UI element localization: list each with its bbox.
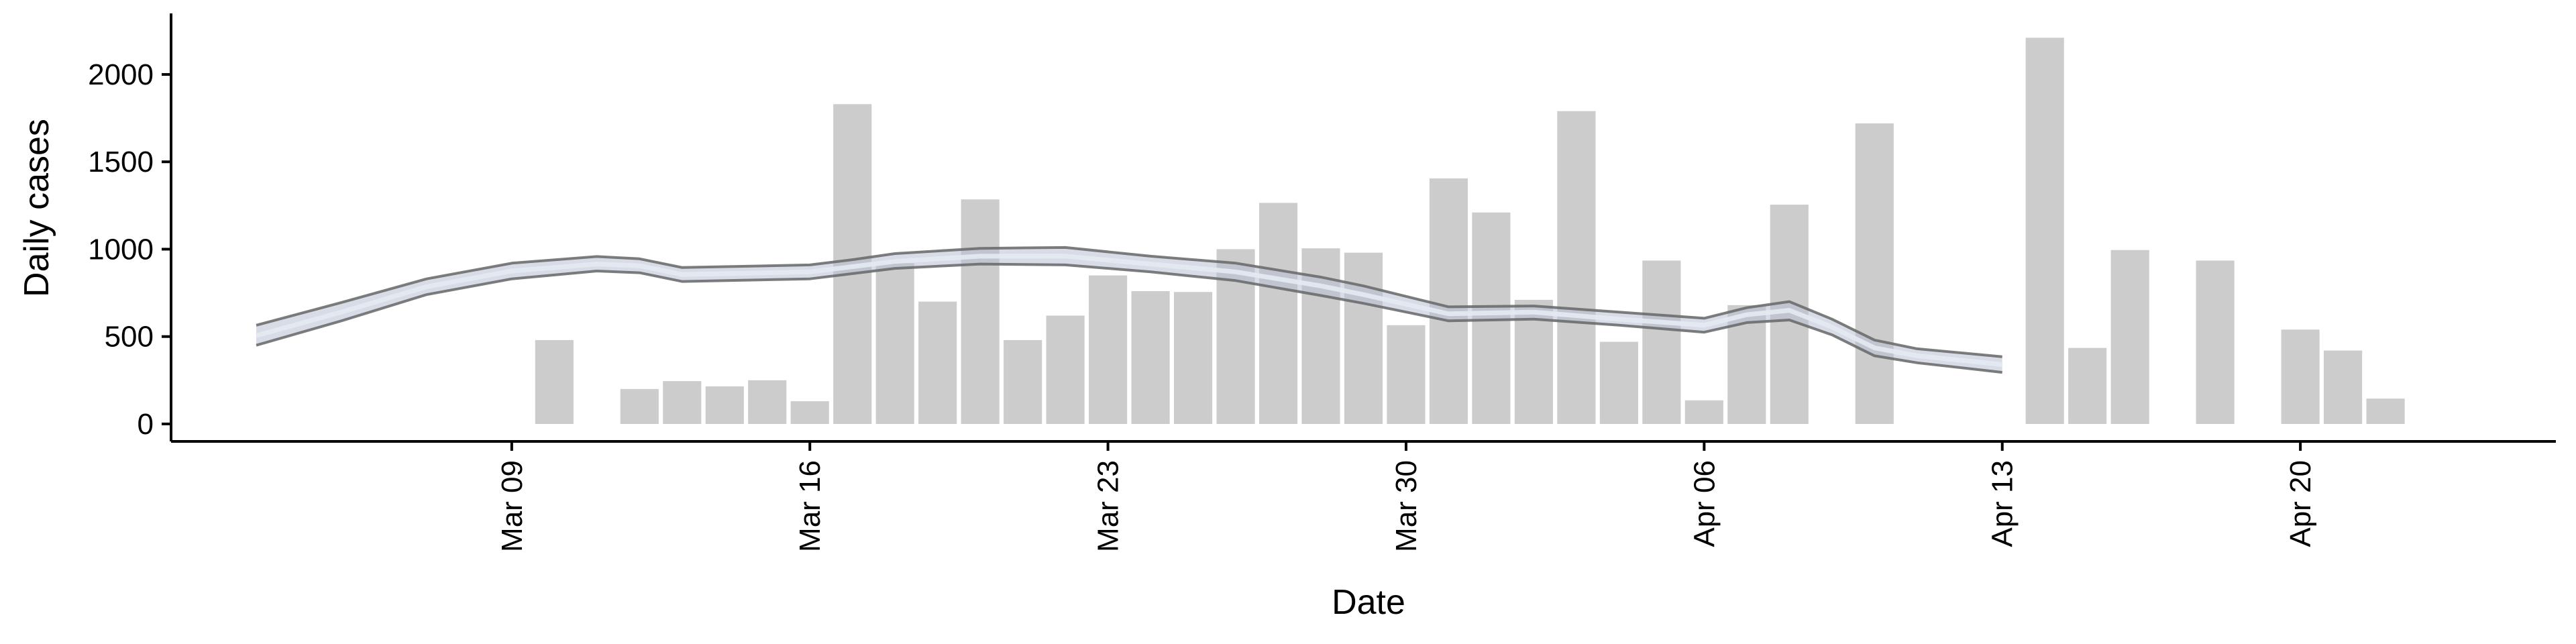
bar — [1258, 203, 1298, 424]
bar — [875, 263, 914, 424]
bar — [748, 380, 787, 424]
x-tick-label: Mar 23 — [1092, 460, 1125, 552]
axes: 0 500 1000 1500 2000 Mar 09 Mar 16 Mar 23 Mar 30… — [88, 13, 2556, 552]
x-tick-label: Mar 09 — [496, 460, 529, 552]
y-tick-label: 0 — [138, 408, 154, 441]
bar — [705, 386, 744, 424]
band-lower-line — [256, 262, 2002, 374]
y-axis-title: Daily cases — [17, 119, 56, 297]
x-tick-label: Apr 20 — [2284, 460, 2317, 547]
bar — [2324, 350, 2363, 424]
bar — [1004, 339, 1042, 424]
band-fill — [256, 247, 2002, 373]
bar — [1684, 400, 1723, 424]
bar — [1557, 111, 1596, 424]
bar — [2025, 38, 2064, 424]
bar — [663, 381, 702, 424]
bar — [620, 388, 659, 424]
bar — [1344, 252, 1383, 424]
bar — [1642, 260, 1681, 424]
bar — [2196, 260, 2235, 424]
bar — [918, 301, 957, 424]
bar — [1429, 178, 1468, 424]
y-tick-label: 500 — [105, 321, 154, 354]
band-upper-line — [256, 246, 2002, 358]
bar — [1855, 123, 1894, 424]
bar — [1046, 315, 1085, 424]
uncertainty-band — [256, 246, 2003, 374]
bar — [790, 401, 829, 424]
y-tick-label: 1000 — [88, 233, 154, 266]
x-tick-label: Apr 06 — [1688, 460, 1721, 547]
bar — [1131, 290, 1170, 424]
x-axis-title: Date — [1332, 583, 1405, 622]
bar — [535, 339, 574, 424]
bar — [1599, 341, 1638, 424]
bars-layer — [535, 38, 2405, 424]
bar — [1089, 275, 1128, 424]
bar — [2110, 250, 2149, 424]
bar — [2281, 329, 2320, 424]
bar — [961, 199, 1000, 424]
bar — [1387, 325, 1426, 424]
y-tick-label: 1500 — [88, 146, 154, 178]
bar — [1174, 292, 1213, 424]
bar — [2068, 347, 2107, 424]
bar — [2366, 398, 2405, 424]
x-tick-label: Apr 13 — [1986, 460, 2019, 547]
y-tick-label: 2000 — [88, 58, 154, 91]
x-tick-label: Mar 16 — [794, 460, 826, 552]
x-tick-label: Mar 30 — [1390, 460, 1423, 552]
band-center-line — [256, 254, 2003, 367]
